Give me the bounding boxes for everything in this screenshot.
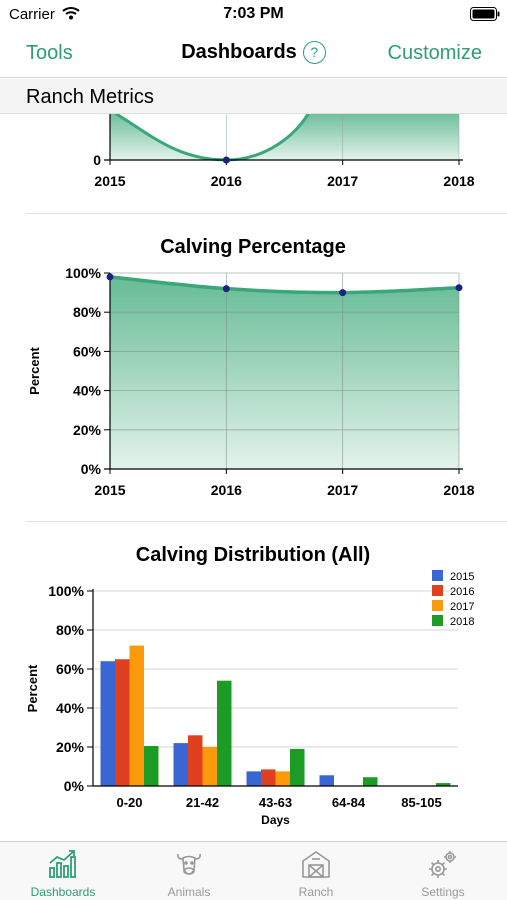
- nav-title-group: Dashboards?: [0, 41, 507, 64]
- bar-2015-21-42: [173, 743, 188, 786]
- bar-2016-21-42: [188, 735, 203, 786]
- x-tick-label: 2015: [94, 482, 125, 498]
- partial-area-chart: 2015 2016 2017 2018 0: [0, 114, 507, 214]
- x-tick-label: 2016: [211, 482, 242, 498]
- chart-title: Calving Distribution (All): [136, 544, 370, 566]
- divider: [26, 213, 507, 214]
- chart-title: Calving Percentage: [160, 236, 346, 258]
- wifi-icon: [62, 7, 80, 20]
- barn-icon: [302, 851, 330, 878]
- calving-percentage-chart: Calving Percentage 0% 20% 40% 60% 80% 100% 2015…: [0, 214, 507, 522]
- area-fill: [110, 276, 459, 469]
- calving-distribution-chart: Calving Distribution (All) 0% 20% 40% 60% 80%…: [0, 522, 507, 830]
- divider: [26, 521, 507, 522]
- navigation-bar: Tools Dashboards? Customize: [0, 30, 507, 78]
- bar-2015-64-84: [319, 775, 334, 786]
- x-axis-label: Days: [261, 813, 290, 827]
- tab-dashboards[interactable]: Dashboards: [0, 842, 126, 900]
- legend-swatch: [432, 585, 443, 596]
- clock: 7:03 PM: [223, 5, 284, 22]
- y-axis-label: Percent: [27, 346, 42, 394]
- tab-label: Dashboards: [30, 885, 96, 899]
- y-tick-label: 0: [93, 152, 101, 168]
- x-tick-label: 21-42: [186, 795, 219, 810]
- x-tick-label: 64-84: [332, 795, 366, 810]
- data-point: [106, 273, 114, 281]
- x-tick-label: 2017: [327, 173, 358, 189]
- x-tick-label: 43-63: [259, 795, 292, 810]
- cow-icon: [177, 853, 201, 875]
- x-tick-label: 2016: [211, 173, 242, 189]
- legend-label: 2016: [450, 586, 474, 598]
- data-point: [222, 285, 230, 293]
- bar-2018-64-84: [363, 777, 378, 786]
- x-tick-label: 2017: [327, 482, 358, 498]
- y-tick-label: 80%: [73, 304, 102, 320]
- y-tick-label: 100%: [65, 265, 101, 281]
- x-tick-label: 0-20: [116, 795, 142, 810]
- tab-ranch[interactable]: Ranch: [253, 842, 379, 900]
- tab-label: Settings: [421, 885, 465, 899]
- tab-settings[interactable]: Settings: [380, 842, 506, 900]
- bar-2017-43-63: [275, 771, 290, 786]
- section-title: Ranch Metrics: [26, 86, 154, 108]
- x-tick-label: 2018: [443, 173, 474, 189]
- bar-2016-0-20: [115, 659, 130, 786]
- y-tick-label: 20%: [56, 739, 85, 755]
- y-tick-label: 60%: [73, 343, 102, 359]
- legend-label: 2018: [450, 616, 474, 628]
- status-bar: Carrier 7:03 PM: [0, 0, 507, 30]
- bar-2018-0-20: [144, 746, 159, 786]
- tab-label: Animals: [167, 885, 211, 899]
- legend-label: 2017: [450, 601, 474, 613]
- section-header: Ranch Metrics: [0, 79, 507, 114]
- bar-2018-43-63: [290, 748, 305, 786]
- bar-2015-0-20: [100, 661, 115, 786]
- data-point: [455, 284, 463, 292]
- series-line: [109, 275, 460, 295]
- bar-2018-21-42: [217, 680, 232, 786]
- y-tick-label: 20%: [73, 422, 102, 438]
- help-icon[interactable]: ?: [302, 41, 326, 64]
- battery-icon: [470, 7, 500, 21]
- carrier-label: Carrier: [9, 6, 55, 23]
- chart-svg: 2015 2016 2017 2018 0: [93, 114, 475, 189]
- chart-icon: [49, 850, 76, 878]
- y-tick-label: 80%: [56, 622, 85, 638]
- legend-swatch: [432, 600, 443, 611]
- y-axis-label: Percent: [25, 664, 40, 712]
- y-tick-label: 0%: [81, 461, 102, 477]
- y-tick-label: 100%: [48, 583, 84, 599]
- tools-button[interactable]: Tools: [26, 42, 73, 64]
- legend-swatch: [432, 615, 443, 626]
- data-point: [222, 156, 230, 164]
- chart-svg: Calving Distribution (All) 0% 20% 40% 60% 80%…: [25, 544, 474, 827]
- legend-swatch: [432, 570, 443, 581]
- bar-2016-43-63: [261, 769, 276, 786]
- legend-label: 2015: [450, 571, 474, 583]
- tab-bar: Dashboards Animals Ranch: [0, 841, 507, 900]
- page-title: Dashboards: [181, 41, 297, 63]
- y-tick-label: 60%: [56, 661, 85, 677]
- x-tick-label: 2018: [443, 482, 474, 498]
- bar-2017-21-42: [202, 747, 217, 786]
- area-fill: [110, 114, 459, 160]
- y-tick-label: 40%: [56, 700, 85, 716]
- customize-button[interactable]: Customize: [387, 42, 482, 64]
- tab-label: Ranch: [298, 885, 334, 899]
- data-point: [339, 289, 347, 297]
- bar-2015-43-63: [246, 771, 261, 786]
- x-tick-label: 85-105: [401, 795, 441, 810]
- x-tick-label: 2015: [94, 173, 125, 189]
- bar-2017-0-20: [129, 645, 144, 786]
- tab-animals[interactable]: Animals: [126, 842, 252, 900]
- chart-svg: Calving Percentage 0% 20% 40% 60% 80% 100% 2015…: [27, 236, 475, 498]
- bar-2018-85-105: [436, 783, 451, 786]
- gears-icon: [429, 851, 456, 878]
- y-tick-label: 0%: [64, 778, 85, 794]
- y-tick-label: 40%: [73, 383, 102, 399]
